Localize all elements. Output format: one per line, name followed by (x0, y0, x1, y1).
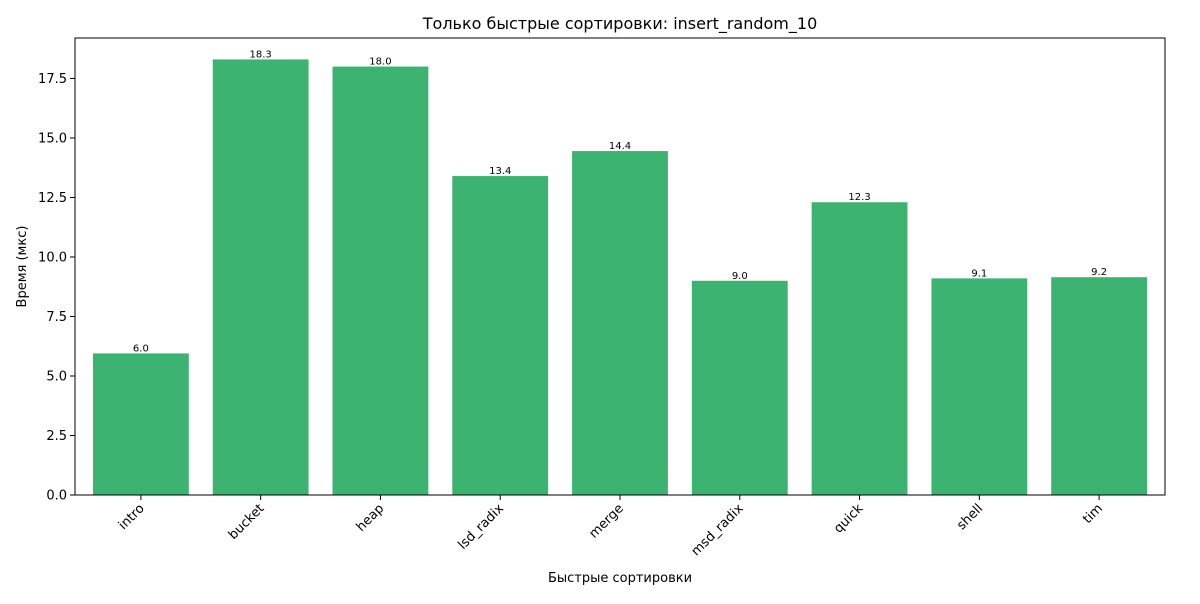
data-label-heap: 18.0 (369, 57, 391, 68)
data-label-quick: 12.3 (848, 192, 870, 203)
data-label-shell: 9.1 (971, 268, 987, 279)
data-label-intro: 6.0 (133, 343, 149, 354)
data-label-merge: 14.4 (609, 141, 631, 152)
bar-tim (1051, 277, 1148, 495)
bar-intro (92, 353, 189, 495)
bar-lsd_radix (452, 176, 549, 496)
y-tick-label: 17.5 (38, 72, 67, 87)
y-tick-label: 0.0 (46, 489, 67, 504)
y-tick-label: 7.5 (46, 310, 67, 325)
y-axis-ticks: 0.0 2.5 5.0 7.5 10.0 12.5 15.0 17.5 (38, 72, 75, 504)
bar-shell (931, 278, 1028, 495)
plot-frame (74, 37, 1166, 496)
bar-quick (811, 202, 908, 495)
y-tick-label: 2.5 (46, 429, 67, 444)
x-axis-label: Быстрые сортировки (548, 571, 692, 586)
bars-group (92, 59, 1148, 496)
x-tick-label-tim: tim (1080, 501, 1106, 527)
bar-heap (332, 66, 429, 495)
data-label-msd_radix: 9.0 (732, 271, 748, 282)
data-label-tim: 9.2 (1091, 267, 1107, 278)
x-tick-label-bucket: bucket (226, 501, 268, 543)
data-label-bucket: 18.3 (250, 49, 272, 60)
x-tick-label-heap: heap (354, 501, 388, 535)
x-tick-label-lsd_radix: lsd_radix (455, 501, 507, 553)
y-axis-label: Время (мкс) (15, 226, 30, 308)
y-tick-label: 15.0 (38, 131, 67, 146)
x-tick-label-intro: intro (116, 501, 148, 533)
y-tick-label: 12.5 (38, 191, 67, 206)
bar-msd_radix (691, 280, 788, 495)
x-tick-label-shell: shell (954, 501, 986, 533)
x-axis-ticks: intro bucket heap lsd_radix merge msd_radix qu… (116, 495, 1106, 559)
data-label-lsd_radix: 13.4 (489, 166, 511, 177)
data-labels-group: 6.0 18.3 18.0 13.4 14.4 9.0 12.3 9.1 9.2 (133, 49, 1107, 354)
bar-bucket (212, 59, 309, 495)
x-tick-label-msd_radix: msd_radix (689, 501, 747, 559)
y-tick-label: 5.0 (46, 369, 67, 384)
y-tick-label: 10.0 (38, 250, 67, 265)
bar-merge (572, 151, 668, 496)
chart-title: Только быстрые сортировки: insert_random… (422, 14, 818, 34)
x-tick-label-quick: quick (831, 501, 867, 537)
x-tick-label-merge: merge (587, 501, 627, 541)
